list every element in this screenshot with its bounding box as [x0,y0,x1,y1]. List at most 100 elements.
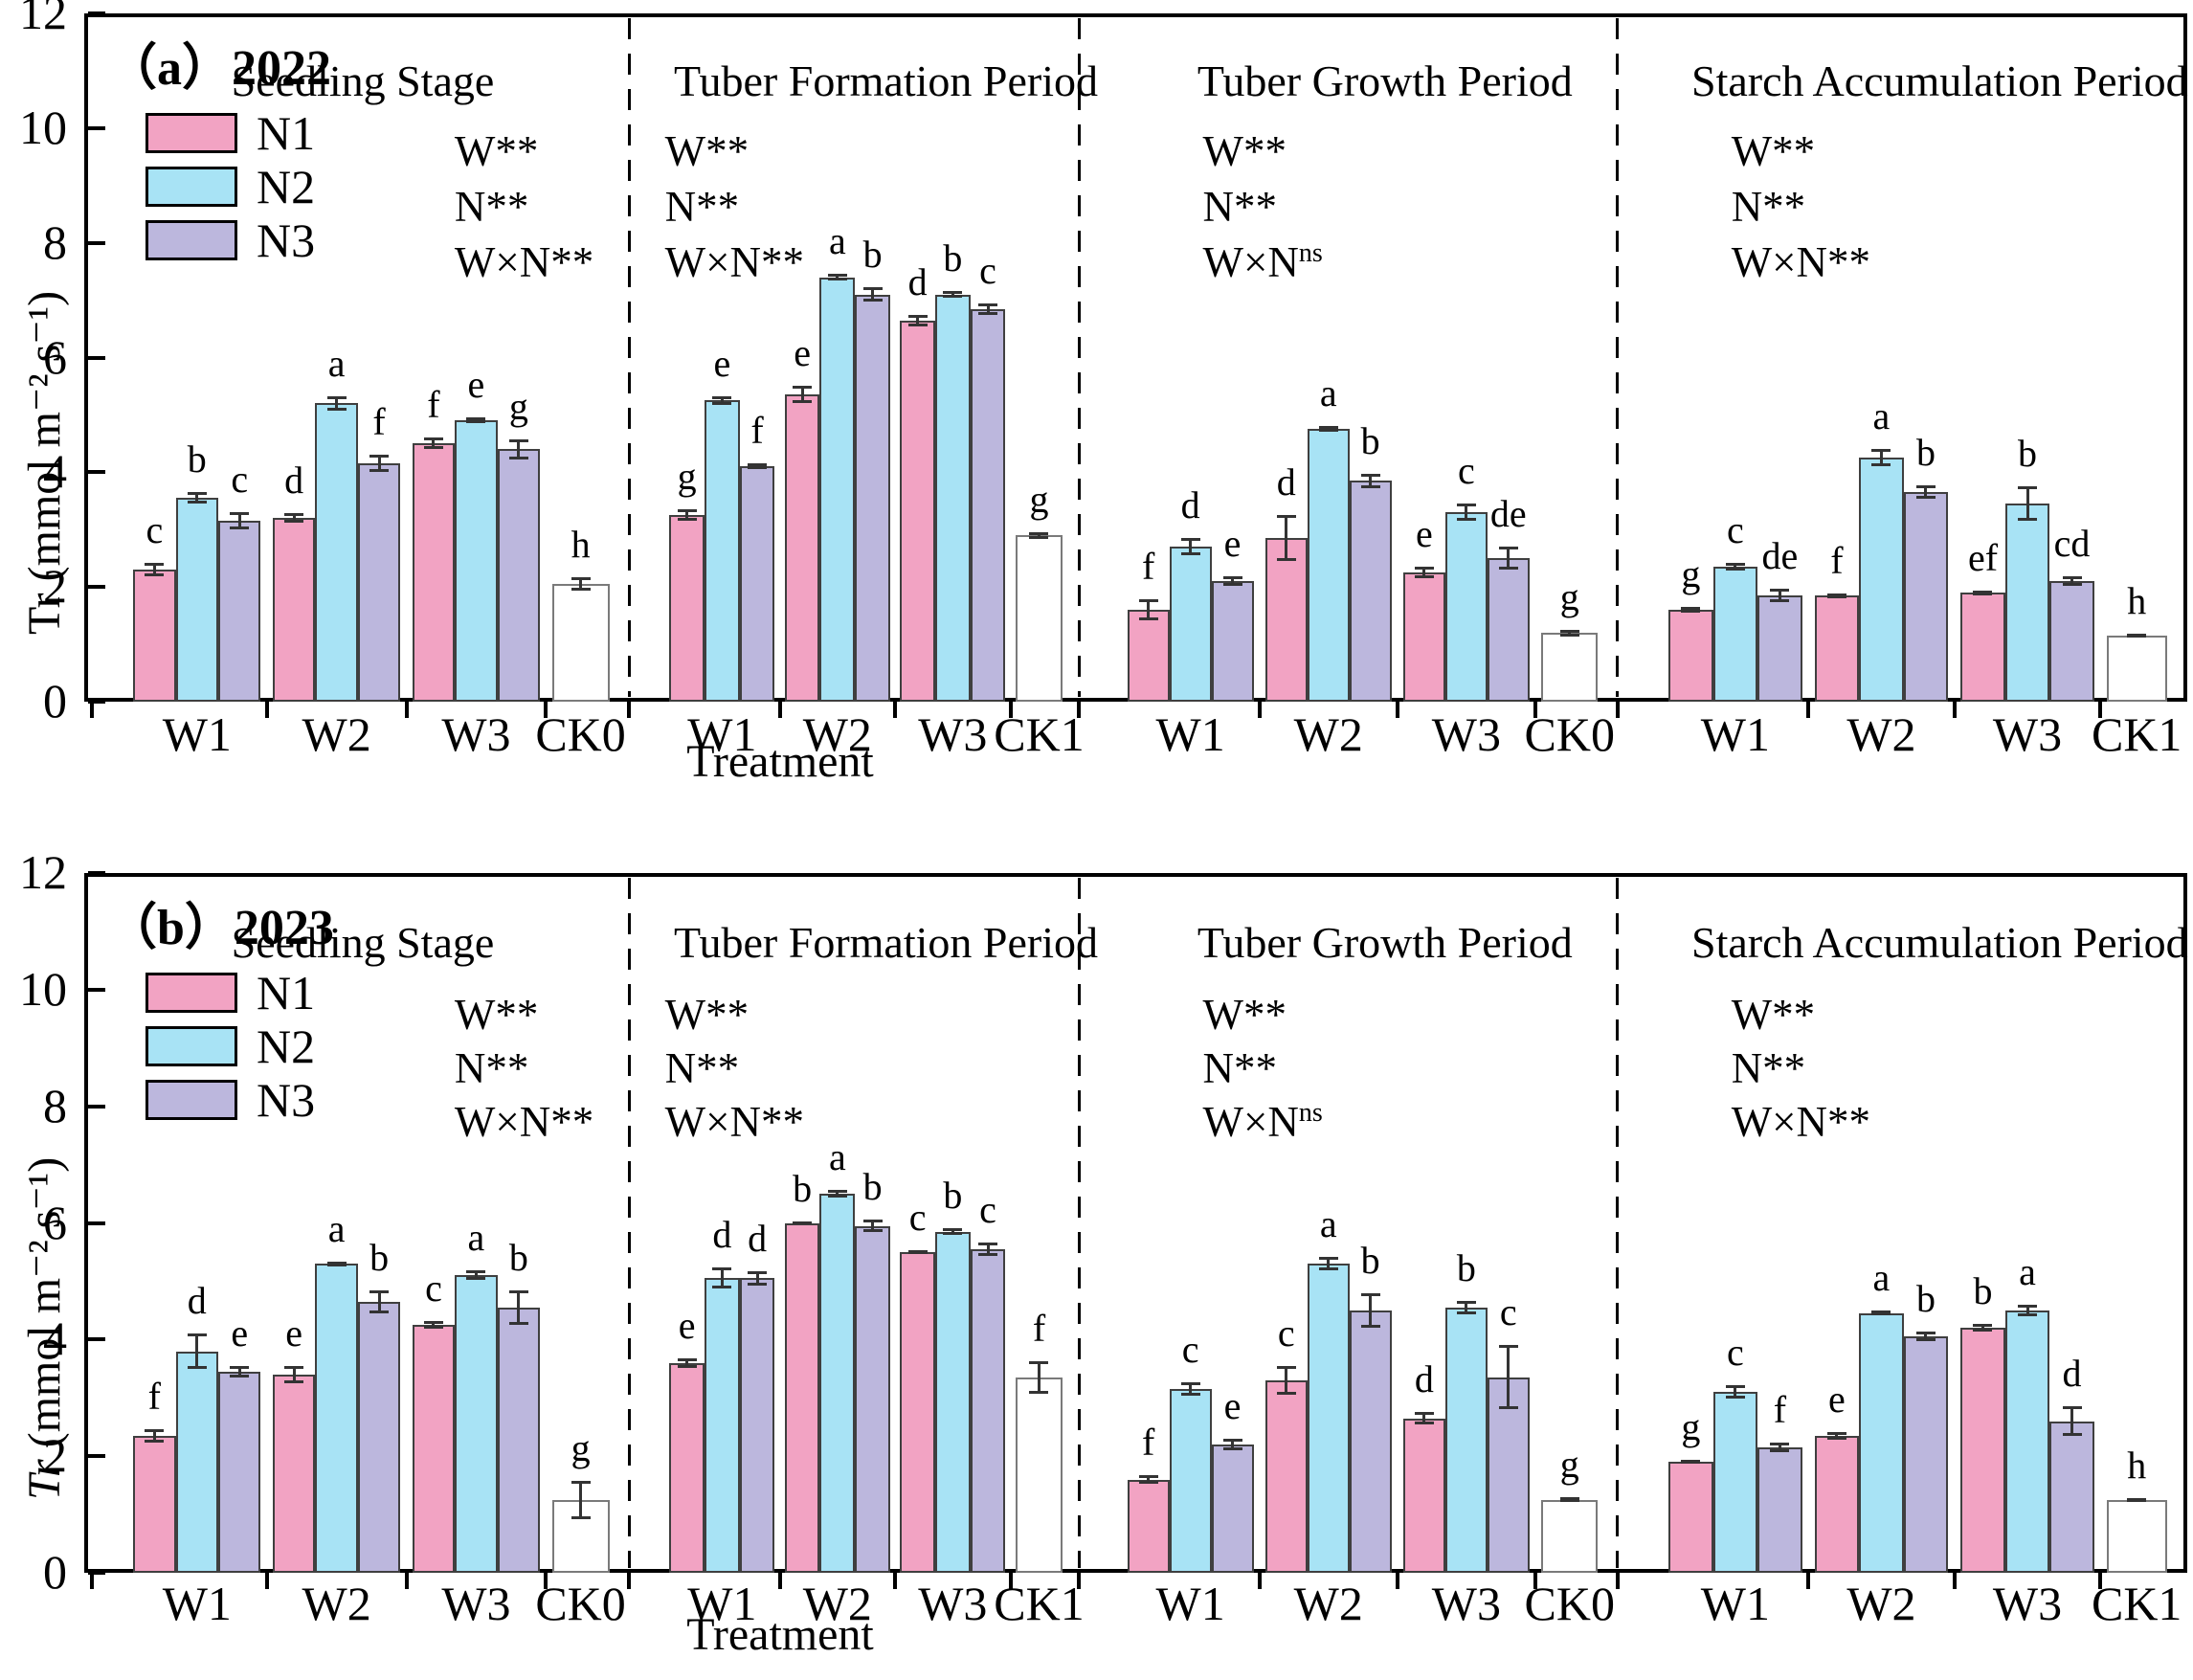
sig-letter: c [1499,1290,1517,1334]
error-bar-cap [1360,1292,1380,1296]
error-bar-cap [907,1251,928,1255]
error-bar-cap [1871,1312,1891,1316]
error-bar [1189,1381,1193,1397]
y-tick [88,125,105,130]
error-bar-cap [2127,1498,2147,1502]
bar-ck [1541,1499,1599,1573]
bar-N1 [133,1435,176,1573]
group-label: W1 [1155,1577,1225,1630]
error-bar-cap [423,446,443,450]
error-bar-cap [466,420,486,424]
bar-N2 [1859,1312,1904,1573]
error-bar [292,513,296,524]
y-tick-label: 2 [43,559,67,614]
bar-N3 [855,294,890,702]
error-bar [1327,1256,1331,1271]
error-bar-cap [827,278,847,281]
error-bar-cap [793,1221,813,1225]
y-tick-label: 2 [43,1428,67,1483]
bar-N1 [900,320,935,702]
error-bar-cap [1222,1447,1242,1451]
bar-N2 [1307,429,1350,702]
x-tick [544,1573,548,1589]
sig-letter: e [678,1303,696,1347]
error-bar [335,396,339,411]
group-label: W3 [441,707,511,761]
y-tick [88,240,105,245]
section-title: Tuber Formation Period [674,56,1099,105]
error-bar-cap [677,518,697,522]
error-bar-cap [326,1263,347,1266]
group-label: W1 [1155,707,1225,761]
y-tick [88,585,105,590]
section-title: Starch Accumulation Period [1691,56,2188,105]
error-bar [871,1220,875,1232]
bar-N3 [2049,1421,2094,1573]
legend-swatch [145,1080,237,1120]
error-bar-cap [1498,1406,1518,1410]
error-bar-cap [1029,1360,1049,1364]
group-label: CK1 [2091,707,2182,761]
sig-letter: b [1973,1269,1993,1313]
error-bar-cap [1973,590,1993,594]
y-tick [88,1571,105,1575]
error-bar-cap [978,302,998,306]
error-bar [1147,599,1151,620]
error-bar-cap [677,1364,697,1368]
group-label: W3 [1992,707,2063,761]
error-bar [237,1365,241,1378]
error-bar-cap [1029,1390,1049,1394]
group-label: W2 [302,1577,371,1630]
legend-label: N3 [257,1073,316,1127]
error-bar [152,563,156,577]
error-bar-cap [508,1322,528,1326]
error-bar [292,1365,296,1383]
sig-letter: d [748,1217,768,1261]
error-bar-cap [187,492,207,496]
bar-N1 [272,518,316,702]
error-bar [1422,1412,1426,1424]
sig-letter: f [427,383,440,427]
error-bar-cap [1871,1310,1891,1314]
error-bar-cap [862,298,883,302]
error-bar [1734,1384,1737,1400]
error-bar-cap [677,509,697,513]
error-bar [1285,515,1288,562]
sig-letter: c [1726,508,1744,551]
sig-letter: b [1360,1238,1380,1282]
bar-N3 [357,1301,401,1573]
sig-letter: b [1456,1245,1476,1289]
sig-letter: b [862,1165,883,1209]
sig-letter: a [828,1134,846,1178]
error-bar-cap [907,314,928,318]
error-bar-cap [978,1242,998,1245]
group-label: W3 [1431,707,1501,761]
error-bar-cap [2018,1312,2037,1316]
error-bar-cap [2018,518,2037,522]
bar-N1 [1402,572,1445,702]
x-tick [544,702,548,718]
error-bar-cap [1973,592,1993,595]
bar-N2 [1712,567,1758,702]
x-tick [777,702,782,718]
error-bar-cap [1318,1256,1338,1260]
error-bar [1507,547,1510,571]
sig-letter: f [147,1374,161,1418]
group-label: CK0 [535,707,626,761]
sig-letter: d [907,259,928,303]
legend-swatch [145,167,237,207]
error-bar [2070,1406,2074,1436]
sig-letter: c [908,1195,927,1239]
bar-ck [551,584,610,702]
error-bar-cap [793,400,813,404]
error-bar-cap [1276,558,1296,562]
sig-letter: c [1726,1330,1744,1374]
sig-letter: f [1773,1388,1787,1432]
error-bar-cap [1222,576,1242,580]
bar-N2 [819,1194,856,1573]
bar-N2 [455,1275,498,1573]
sig-letter: cd [2053,522,2091,566]
sig-letter: e [1223,1383,1242,1427]
y-tick-label: 8 [43,214,67,269]
error-bar [1231,576,1235,586]
